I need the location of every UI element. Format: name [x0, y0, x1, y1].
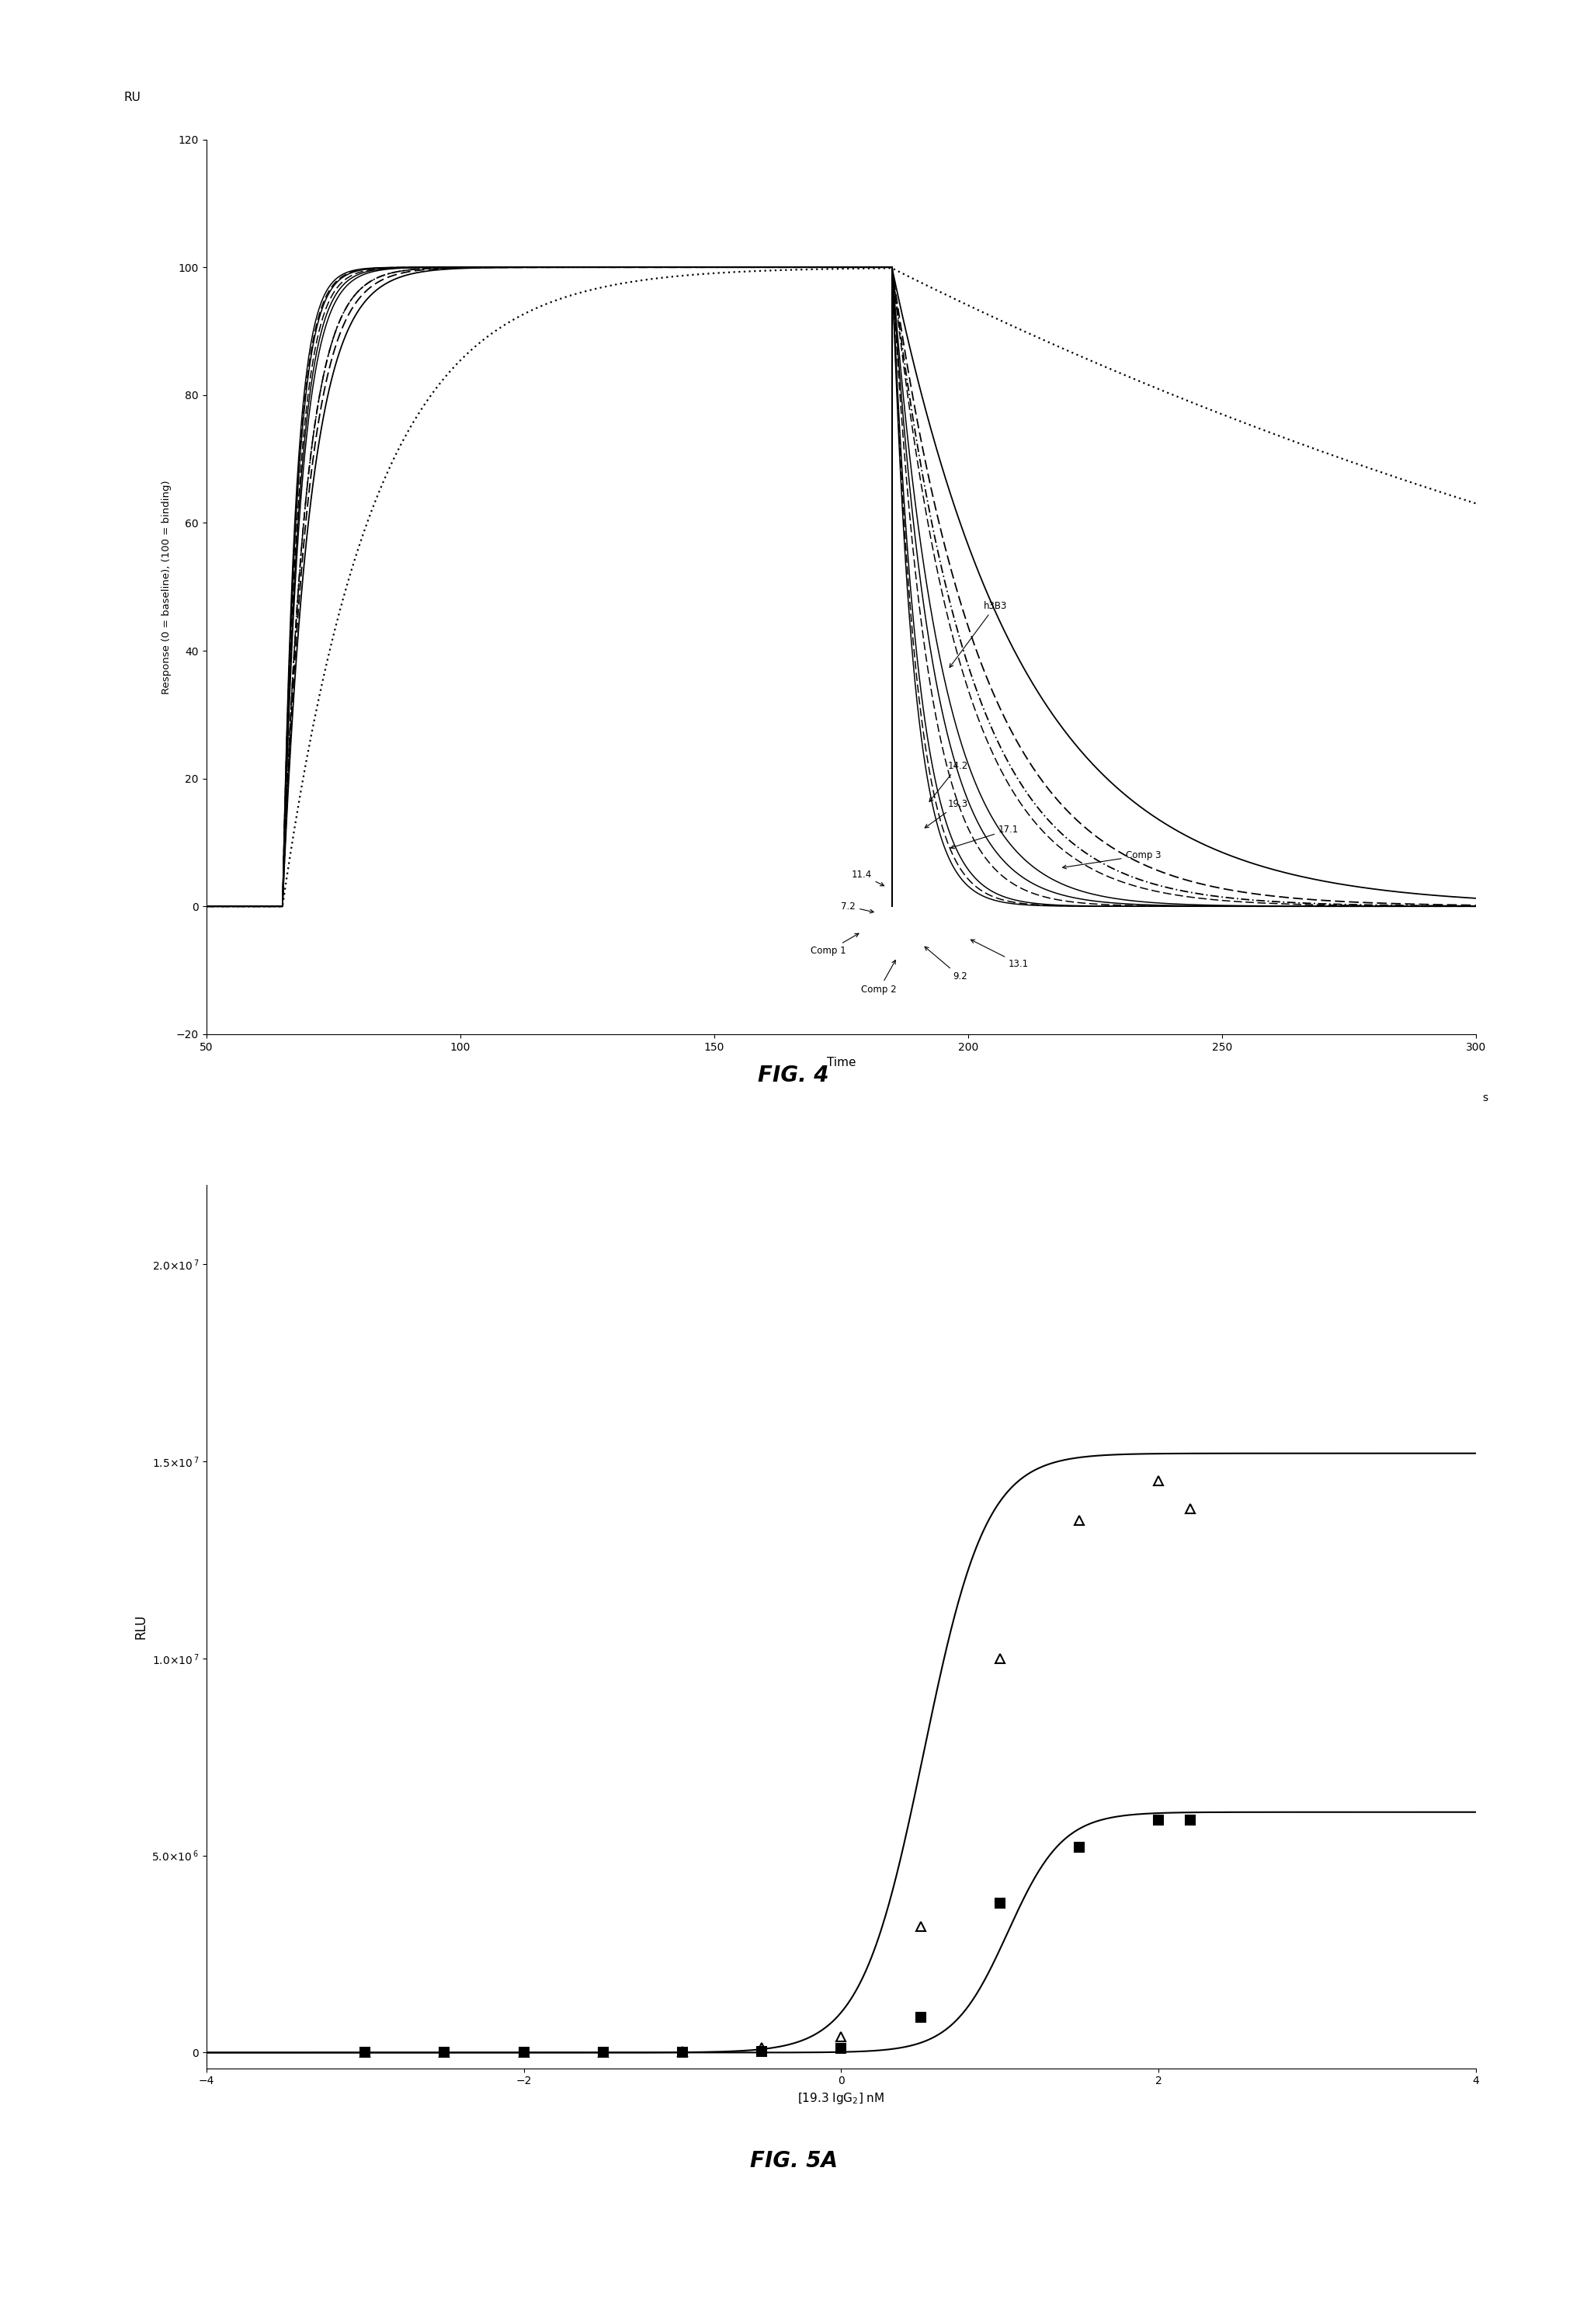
Text: 13.1: 13.1 [971, 939, 1028, 969]
Y-axis label: RLU: RLU [133, 1615, 148, 1638]
Text: 9.2: 9.2 [925, 946, 968, 981]
Text: Comp 1: Comp 1 [811, 934, 859, 955]
Text: RU: RU [124, 93, 141, 105]
Text: FIG. 5A: FIG. 5A [749, 2150, 838, 2171]
Text: 17.1: 17.1 [951, 825, 1019, 848]
Y-axis label: Response (0 = baseline), (100 = binding): Response (0 = baseline), (100 = binding) [162, 479, 171, 695]
X-axis label: Time: Time [827, 1057, 855, 1069]
Text: Comp 3: Comp 3 [1063, 851, 1160, 869]
Text: 11.4: 11.4 [851, 869, 884, 885]
Text: 14.2: 14.2 [930, 760, 968, 802]
X-axis label: [19.3 IgG$_{2}$] nM: [19.3 IgG$_{2}$] nM [798, 2092, 884, 2106]
Text: h3B3: h3B3 [949, 602, 1006, 667]
Text: 7.2: 7.2 [841, 902, 873, 913]
Text: Comp 2: Comp 2 [862, 960, 897, 995]
Text: s: s [1482, 1092, 1487, 1104]
Text: 19.3: 19.3 [925, 799, 968, 827]
Text: FIG. 4: FIG. 4 [759, 1064, 828, 1085]
